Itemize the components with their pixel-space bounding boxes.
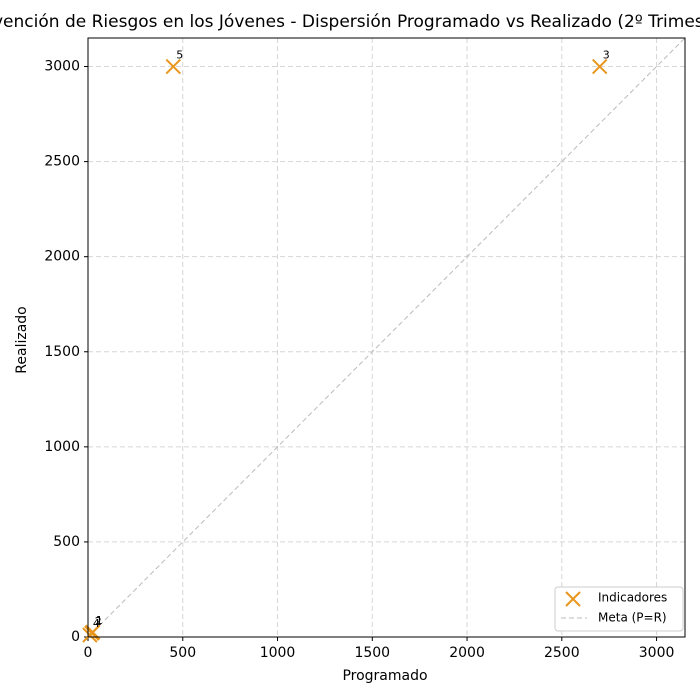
y-tick-label: 2000 — [44, 249, 80, 265]
chart-title: Prevención de Riesgos en los Jóvenes - D… — [0, 12, 700, 32]
legend-label: Meta (P=R) — [598, 611, 667, 625]
legend-label: Indicadores — [598, 591, 667, 605]
y-tick-label: 1500 — [44, 344, 80, 360]
scatter-point — [82, 627, 98, 643]
legend-marker — [565, 591, 581, 607]
x-axis-label: Programado — [342, 668, 427, 684]
x-tick-label: 500 — [169, 645, 196, 661]
point-label: 3 — [603, 49, 610, 62]
scatter-point — [165, 58, 181, 75]
x-tick-label: 2500 — [544, 645, 580, 661]
x-tick-label: 2000 — [449, 645, 485, 661]
point-label: 4 — [93, 617, 100, 630]
y-tick-label: 0 — [71, 629, 80, 645]
point-label: 2 — [95, 615, 102, 628]
y-axis-label: Realizado — [14, 306, 30, 373]
x-tick-label: 1000 — [260, 645, 296, 661]
reference-line — [87, 37, 686, 638]
legend-box — [554, 586, 684, 632]
y-tick-label: 3000 — [44, 59, 80, 75]
y-tick-label: 1000 — [44, 439, 80, 455]
y-tick-label: 2500 — [44, 154, 80, 170]
x-tick-label: 3000 — [639, 645, 675, 661]
scatter-point — [592, 58, 608, 75]
x-tick-label: 0 — [84, 645, 93, 661]
axes-frame — [87, 37, 686, 638]
x-tick-label: 1500 — [354, 645, 390, 661]
point-label: 1 — [96, 614, 103, 627]
point-label: 5 — [176, 49, 183, 62]
y-tick-label: 500 — [53, 534, 80, 550]
